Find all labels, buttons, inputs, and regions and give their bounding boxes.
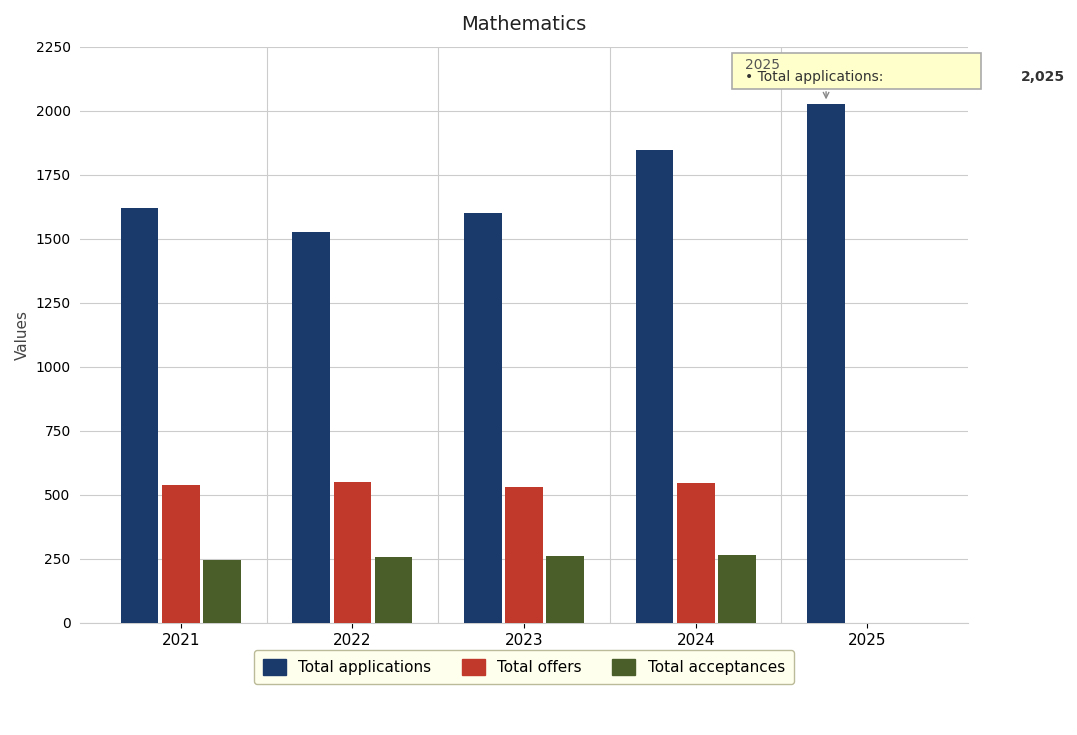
Bar [292, 232, 331, 623]
FancyBboxPatch shape [731, 53, 980, 89]
Text: 2025: 2025 [745, 58, 781, 72]
Title: Mathematics: Mathematics [461, 15, 587, 34]
Bar [204, 560, 241, 623]
Bar [807, 104, 845, 623]
Bar [464, 213, 502, 623]
Bar [635, 151, 673, 623]
Bar [162, 484, 199, 623]
Y-axis label: Values: Values [15, 310, 30, 360]
Bar [505, 487, 543, 623]
Bar [546, 556, 584, 623]
Text: 2,025: 2,025 [1021, 70, 1065, 84]
Bar [676, 484, 714, 623]
Legend: Total applications, Total offers, Total acceptances: Total applications, Total offers, Total … [254, 650, 794, 684]
Bar [334, 482, 372, 623]
Bar [375, 557, 412, 623]
Text: • Total applications:: • Total applications: [745, 70, 889, 84]
Bar [121, 208, 158, 623]
Bar [718, 555, 756, 623]
